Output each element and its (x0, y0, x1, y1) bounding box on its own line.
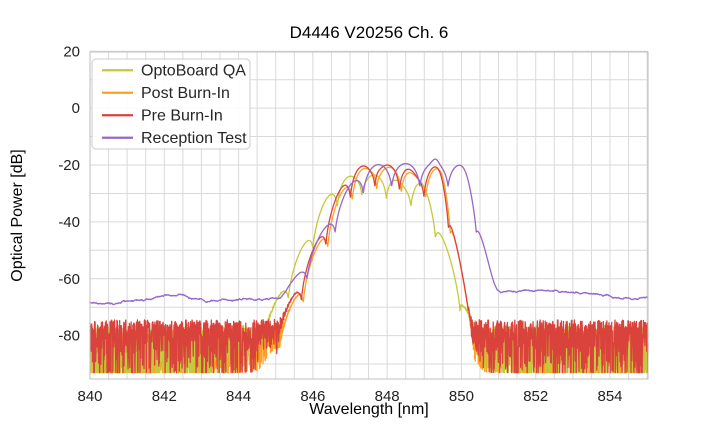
svg-text:842: 842 (152, 388, 177, 405)
svg-text:844: 844 (226, 388, 251, 405)
svg-text:20: 20 (63, 43, 80, 60)
svg-text:OptoBoard QA: OptoBoard QA (141, 63, 246, 80)
svg-text:840: 840 (77, 388, 102, 405)
svg-text:Post Burn-In: Post Burn-In (141, 85, 230, 102)
svg-text:Reception Test: Reception Test (141, 130, 247, 147)
svg-text:-60: -60 (58, 271, 80, 288)
svg-text:Optical Power [dB]: Optical Power [dB] (9, 149, 26, 282)
svg-text:-40: -40 (58, 214, 80, 231)
svg-text:854: 854 (597, 388, 622, 405)
svg-text:-20: -20 (58, 157, 80, 174)
svg-text:-80: -80 (58, 328, 80, 345)
svg-text:850: 850 (449, 388, 474, 405)
svg-text:Pre Burn-In: Pre Burn-In (141, 108, 223, 125)
svg-text:D4446 V20256 Ch. 6: D4446 V20256 Ch. 6 (290, 23, 449, 42)
svg-text:Wavelength [nm]: Wavelength [nm] (309, 401, 428, 418)
svg-text:0: 0 (72, 100, 80, 117)
svg-text:852: 852 (523, 388, 548, 405)
